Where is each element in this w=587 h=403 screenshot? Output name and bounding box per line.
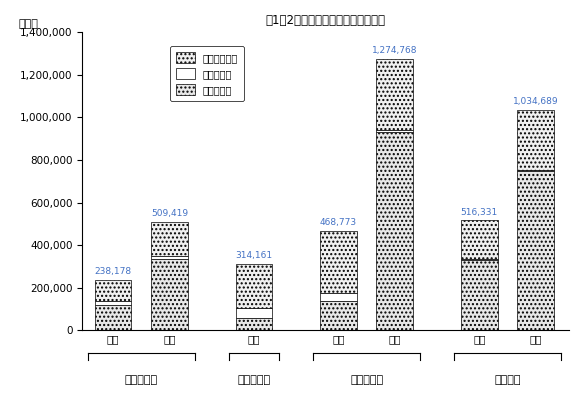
Text: 1,034,689: 1,034,689: [513, 97, 558, 106]
Bar: [95, 280, 131, 301]
Bar: [95, 305, 131, 330]
Text: 238,178: 238,178: [95, 267, 131, 276]
Bar: [320, 293, 357, 301]
Bar: [517, 170, 554, 171]
Bar: [95, 301, 131, 305]
Bar: [461, 259, 498, 260]
Bar: [376, 59, 413, 130]
Bar: [151, 222, 188, 256]
Text: 516,331: 516,331: [461, 208, 498, 217]
Bar: [461, 220, 498, 259]
Bar: [517, 110, 554, 170]
Bar: [151, 259, 188, 330]
Text: 小　学　校: 小 学 校: [237, 375, 271, 385]
Bar: [461, 260, 498, 330]
Text: （円）: （円）: [19, 19, 39, 29]
Text: 中　学　校: 中 学 校: [350, 375, 383, 385]
Legend: 学校外活動費, 学校給食費, 学校教育費: 学校外活動費, 学校給食費, 学校教育費: [170, 46, 244, 101]
Bar: [320, 231, 357, 293]
Text: 高等学校: 高等学校: [494, 375, 521, 385]
Bar: [517, 171, 554, 330]
Bar: [151, 256, 188, 259]
Text: 1,274,768: 1,274,768: [372, 46, 417, 55]
Bar: [235, 318, 272, 330]
Text: 509,419: 509,419: [151, 209, 188, 218]
Bar: [376, 132, 413, 330]
Text: 468,773: 468,773: [320, 218, 357, 227]
Bar: [320, 301, 357, 330]
Text: 314,161: 314,161: [235, 251, 272, 260]
Title: 図1－2　学校種別にみた学習費総額: 図1－2 学校種別にみた学習費総額: [266, 14, 386, 27]
Bar: [235, 264, 272, 308]
Text: 幼　稚　園: 幼 稚 園: [125, 375, 158, 385]
Bar: [235, 308, 272, 318]
Bar: [376, 130, 413, 132]
